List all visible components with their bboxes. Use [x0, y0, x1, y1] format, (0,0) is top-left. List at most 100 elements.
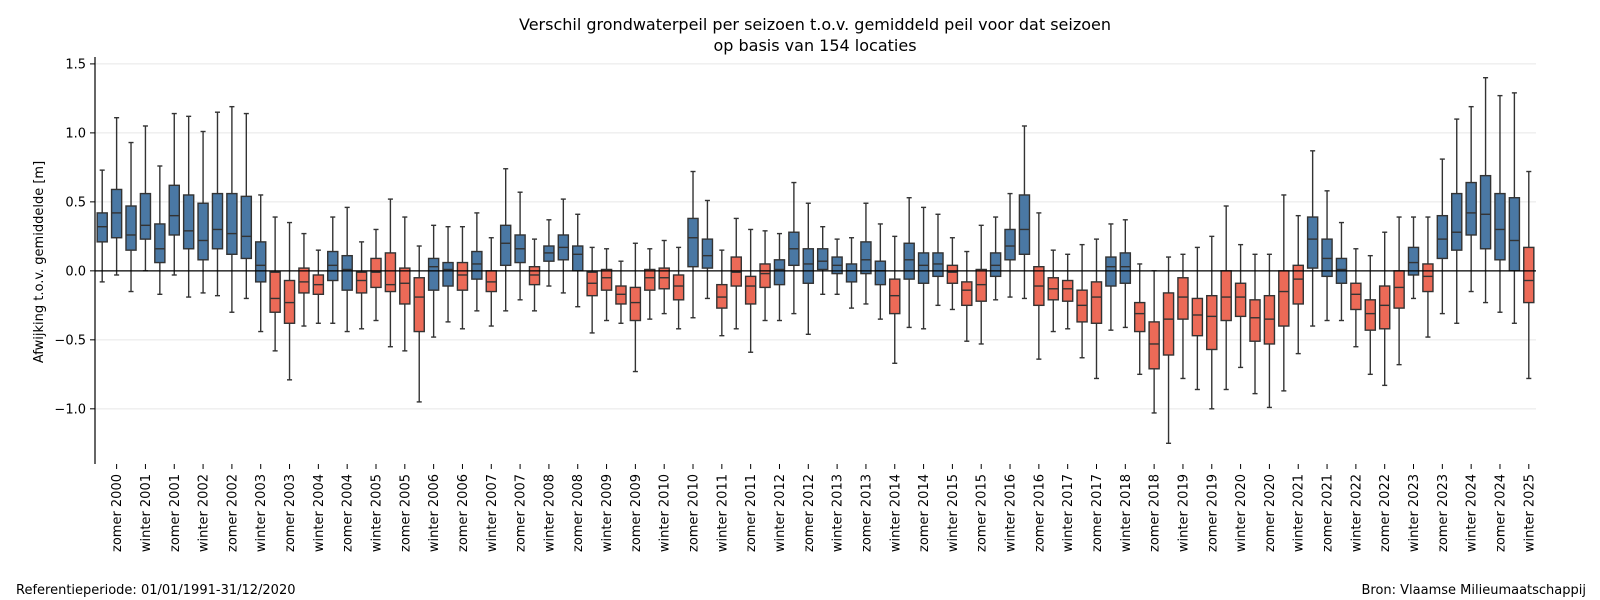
- box-iqr: [269, 271, 281, 313]
- x-tick-label: winter 2005: [369, 474, 384, 552]
- x-tick-label: winter 2002: [197, 474, 212, 552]
- box-item: [1033, 212, 1045, 360]
- box-item: [1220, 205, 1232, 391]
- box-item: [615, 260, 627, 324]
- box-item: [427, 224, 440, 338]
- box-item: [874, 223, 887, 320]
- box-iqr: [903, 242, 915, 280]
- box-item: [125, 141, 137, 293]
- box-item: [312, 249, 325, 324]
- y-tick-label: −1.0: [54, 402, 86, 417]
- box-item: [1278, 194, 1290, 392]
- box-iqr: [845, 263, 858, 283]
- box-iqr: [471, 250, 483, 280]
- box-item: [831, 238, 843, 296]
- box-item: [528, 238, 541, 312]
- chart-title-line1: Verschil grondwaterpeil per seizoen t.o.…: [519, 15, 1111, 34]
- box-item: [903, 197, 915, 329]
- box-iqr: [499, 224, 512, 267]
- x-tick-label: winter 2014: [888, 474, 903, 552]
- box-iqr: [1508, 197, 1521, 272]
- box-item: [1321, 190, 1333, 322]
- box-item: [485, 237, 498, 327]
- x-tick-label: zomer 2013: [859, 474, 874, 552]
- box-item: [759, 230, 771, 322]
- reference-period-note: Referentieperiode: 01/01/1991-31/12/2020: [16, 583, 296, 598]
- box-iqr: [600, 268, 613, 291]
- x-tick-label: zomer 2016: [1032, 474, 1047, 552]
- box-item: [975, 224, 987, 345]
- box-item: [211, 111, 224, 297]
- box-item: [557, 198, 570, 294]
- box-iqr: [1436, 214, 1449, 260]
- box-iqr: [1090, 281, 1103, 324]
- x-tick-label: winter 2008: [542, 474, 557, 552]
- box-item: [1292, 214, 1304, 355]
- box-iqr: [961, 281, 973, 307]
- box-iqr: [1249, 299, 1261, 342]
- x-tick-label: winter 2025: [1522, 474, 1537, 552]
- box-iqr: [139, 192, 152, 240]
- x-tick-label: zomer 2011: [744, 474, 759, 552]
- box-item: [1234, 243, 1247, 369]
- box-iqr: [1162, 292, 1175, 356]
- box-iqr: [946, 264, 959, 284]
- box-iqr: [1378, 285, 1391, 330]
- box-item: [1061, 253, 1074, 330]
- box-item: [687, 170, 699, 319]
- box-iqr: [701, 238, 714, 269]
- box-iqr: [1451, 192, 1463, 251]
- box-item: [889, 235, 901, 364]
- box-item: [1133, 263, 1146, 376]
- box-item: [961, 250, 973, 342]
- box-iqr: [1306, 216, 1319, 269]
- box-item: [370, 228, 382, 322]
- x-tick-label: zomer 2008: [571, 474, 586, 552]
- x-tick-label: winter 2016: [1004, 474, 1019, 552]
- box-iqr: [427, 257, 440, 291]
- source-note: Bron: Vlaamse Milieumaatschappij: [1361, 583, 1586, 598]
- box-item: [1364, 254, 1377, 376]
- x-tick-label: zomer 2010: [687, 474, 702, 552]
- box-item: [802, 202, 815, 336]
- box-item: [1422, 216, 1434, 338]
- box-item: [629, 242, 642, 373]
- box-iqr: [1206, 294, 1218, 351]
- box-iqr: [1278, 270, 1290, 327]
- box-item: [254, 194, 267, 333]
- box-item: [1465, 105, 1477, 293]
- box-iqr: [1148, 321, 1160, 370]
- x-tick-label: zomer 2006: [456, 474, 471, 552]
- x-tick-label: zomer 2019: [1205, 474, 1220, 552]
- x-tick-label: zomer 2001: [168, 474, 183, 552]
- box-iqr: [211, 192, 224, 250]
- x-tick-label: zomer 2024: [1493, 474, 1508, 552]
- x-tick-label: zomer 2002: [225, 474, 240, 552]
- box-iqr: [182, 194, 195, 250]
- box-item: [96, 169, 108, 283]
- x-tick-label: winter 2021: [1292, 474, 1307, 552]
- box-iqr: [672, 274, 685, 301]
- box-item: [788, 181, 800, 315]
- box-iqr: [1465, 181, 1477, 236]
- box-item: [1263, 253, 1276, 409]
- box-item: [658, 239, 670, 315]
- x-tick-label: winter 2023: [1407, 474, 1422, 552]
- x-tick-label: winter 2003: [254, 474, 269, 552]
- box-iqr: [1133, 301, 1146, 333]
- box-item: [946, 237, 959, 311]
- box-item: [442, 225, 454, 323]
- box-item: [644, 248, 656, 320]
- box-item: [1148, 270, 1160, 414]
- y-tick-label: −0.5: [54, 333, 86, 348]
- box-item: [327, 216, 339, 324]
- x-tick-label: winter 2024: [1465, 474, 1480, 552]
- box-iqr: [1393, 270, 1405, 309]
- box-item: [1393, 216, 1405, 366]
- box-iqr: [1191, 297, 1204, 337]
- box-item: [226, 105, 238, 313]
- chart-title-line2: op basis van 154 locaties: [713, 36, 916, 55]
- box-iqr: [254, 241, 267, 283]
- box-iqr: [240, 195, 253, 260]
